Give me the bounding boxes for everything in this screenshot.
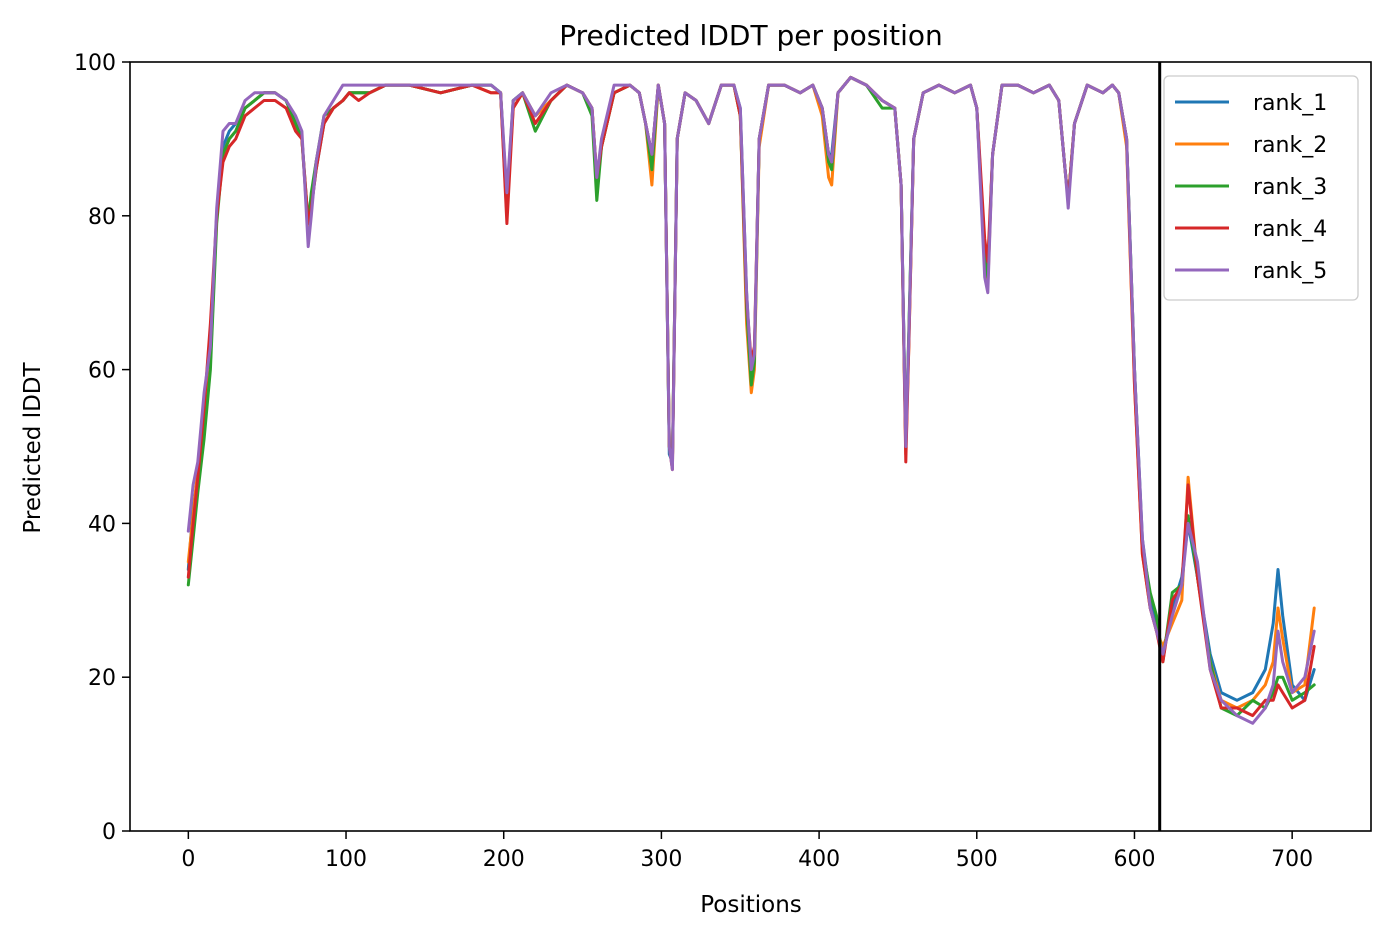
legend-items: rank_1 rank_2 rank_3 rank_4 rank_5 xyxy=(1175,91,1327,284)
y-axis-ticks: 0 20 40 60 80 100 xyxy=(74,51,130,845)
y-tick-label: 60 xyxy=(88,359,116,384)
x-tick-label: 0 xyxy=(181,847,195,872)
y-axis-label: Predicted lDDT xyxy=(20,361,46,533)
legend-label-rank_4: rank_4 xyxy=(1253,217,1327,242)
legend: rank_1 rank_2 rank_3 rank_4 rank_5 xyxy=(1163,75,1359,301)
x-tick-label: 400 xyxy=(798,847,840,872)
legend-label-rank_5: rank_5 xyxy=(1253,259,1327,284)
x-tick-label: 200 xyxy=(483,847,525,872)
series-line-rank_5 xyxy=(186,75,1316,725)
x-tick-label: 100 xyxy=(325,847,367,872)
chart-title: Predicted lDDT per position xyxy=(559,19,943,52)
y-tick-label: 80 xyxy=(88,205,116,230)
legend-box xyxy=(1163,75,1359,301)
x-axis-ticks: 0 100 200 300 400 500 600 700 xyxy=(181,831,1313,872)
y-tick-label: 40 xyxy=(88,512,116,537)
y-tick-label: 0 xyxy=(102,820,116,845)
x-tick-label: 700 xyxy=(1271,847,1313,872)
series-layer xyxy=(186,75,1316,725)
legend-label-rank_3: rank_3 xyxy=(1253,175,1327,200)
plot-area-frame xyxy=(129,61,1372,832)
x-tick-label: 500 xyxy=(956,847,998,872)
y-tick-label: 20 xyxy=(88,666,116,691)
y-tick-label: 100 xyxy=(74,51,116,76)
x-tick-label: 300 xyxy=(640,847,682,872)
legend-label-rank_1: rank_1 xyxy=(1253,91,1327,116)
x-axis-label: Positions xyxy=(700,892,802,918)
axes-layer xyxy=(129,61,1372,832)
x-tick-label: 600 xyxy=(1113,847,1155,872)
legend-label-rank_2: rank_2 xyxy=(1253,133,1327,158)
